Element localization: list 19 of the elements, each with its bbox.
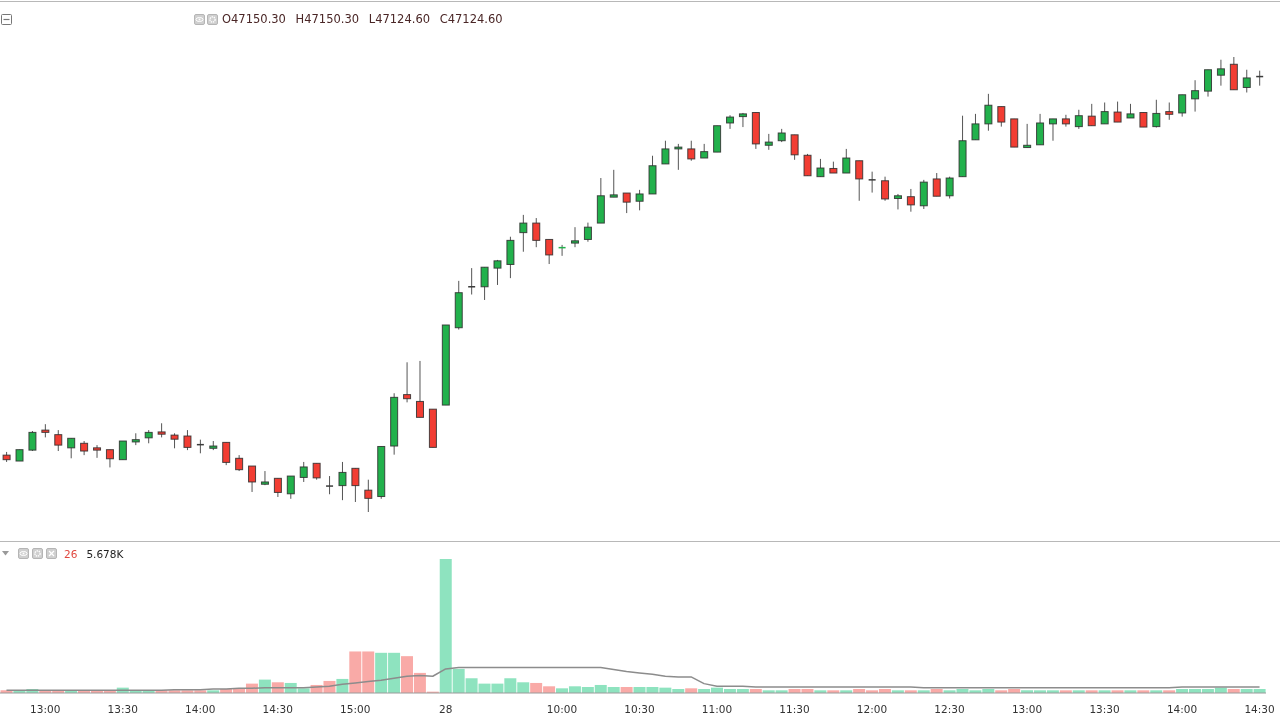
x-tick-label: 11:30 [779, 703, 810, 715]
x-tick-label: 14:00 [185, 703, 216, 715]
x-tick-label: 12:30 [934, 703, 965, 715]
x-tick-label: 28 [439, 703, 453, 715]
x-tick-label: 10:30 [624, 703, 655, 715]
x-tick-label: 12:00 [856, 703, 888, 715]
x-tick-label: 10:00 [546, 703, 578, 715]
annotation: 26 [64, 547, 78, 561]
x-tick-label: 14:30 [262, 703, 293, 715]
x-tick-label: 14:30 [1244, 703, 1275, 715]
x-tick-label: 13:00 [30, 703, 61, 715]
x-tick-label: 13:30 [1089, 703, 1120, 715]
annotation: 5.678K [86, 547, 124, 561]
x-tick-label: 15:00 [340, 703, 371, 715]
text: O47150.30 H47150.30 L47124.60 C47124.60 [222, 12, 503, 26]
x-tick-label: 11:00 [701, 703, 733, 715]
x-tick-label: 13:00 [1011, 703, 1043, 715]
x-tick-label: 14:00 [1166, 703, 1198, 715]
x-tick-label: 13:30 [107, 703, 138, 715]
